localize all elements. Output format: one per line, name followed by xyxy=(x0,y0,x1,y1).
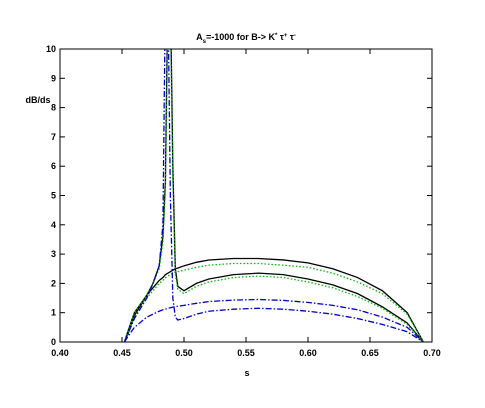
y-tick-label: 2 xyxy=(51,278,56,288)
title-part: + xyxy=(284,33,288,39)
x-tick-label: 0.40 xyxy=(51,348,69,358)
y-tick-label: 4 xyxy=(51,220,56,230)
y-tick-label: 7 xyxy=(51,132,56,142)
title-part: s xyxy=(203,39,207,45)
x-tick-label: 0.65 xyxy=(361,348,379,358)
y-tick-label: 1 xyxy=(51,308,56,318)
curve xyxy=(123,257,424,342)
plot-frame xyxy=(59,48,433,343)
y-tick-label: 3 xyxy=(51,249,56,259)
title-part: * xyxy=(275,33,278,39)
title-part: =-1000 for B-> K xyxy=(206,32,276,42)
y-tick-label: 6 xyxy=(51,161,56,171)
curve xyxy=(123,49,424,342)
x-tick-label: 0.60 xyxy=(299,348,317,358)
curve xyxy=(123,49,424,342)
curves xyxy=(123,49,424,342)
title-part: τ xyxy=(277,32,284,42)
x-tick-label: 0.70 xyxy=(423,348,441,358)
title-part: τ xyxy=(287,32,294,42)
x-tick-label: 0.45 xyxy=(113,348,131,358)
x-axis-label: s xyxy=(244,368,249,378)
curve xyxy=(123,49,424,342)
y-tick-label: 0 xyxy=(51,337,56,347)
x-tick-label: 0.50 xyxy=(175,348,193,358)
title-part: - xyxy=(294,33,296,39)
y-tick-label: 5 xyxy=(51,191,56,201)
chart-title: As=-1000 for B-> K* τ+ τ- xyxy=(196,32,296,45)
y-axis-label: dB/ds xyxy=(25,95,50,105)
curve xyxy=(123,298,424,342)
x-tick-label: 0.55 xyxy=(237,348,255,358)
title-part: A xyxy=(196,32,203,42)
y-tick-label: 8 xyxy=(51,103,56,113)
y-tick-label: 10 xyxy=(46,44,56,54)
curve xyxy=(123,262,424,342)
y-tick-label: 9 xyxy=(51,73,56,83)
